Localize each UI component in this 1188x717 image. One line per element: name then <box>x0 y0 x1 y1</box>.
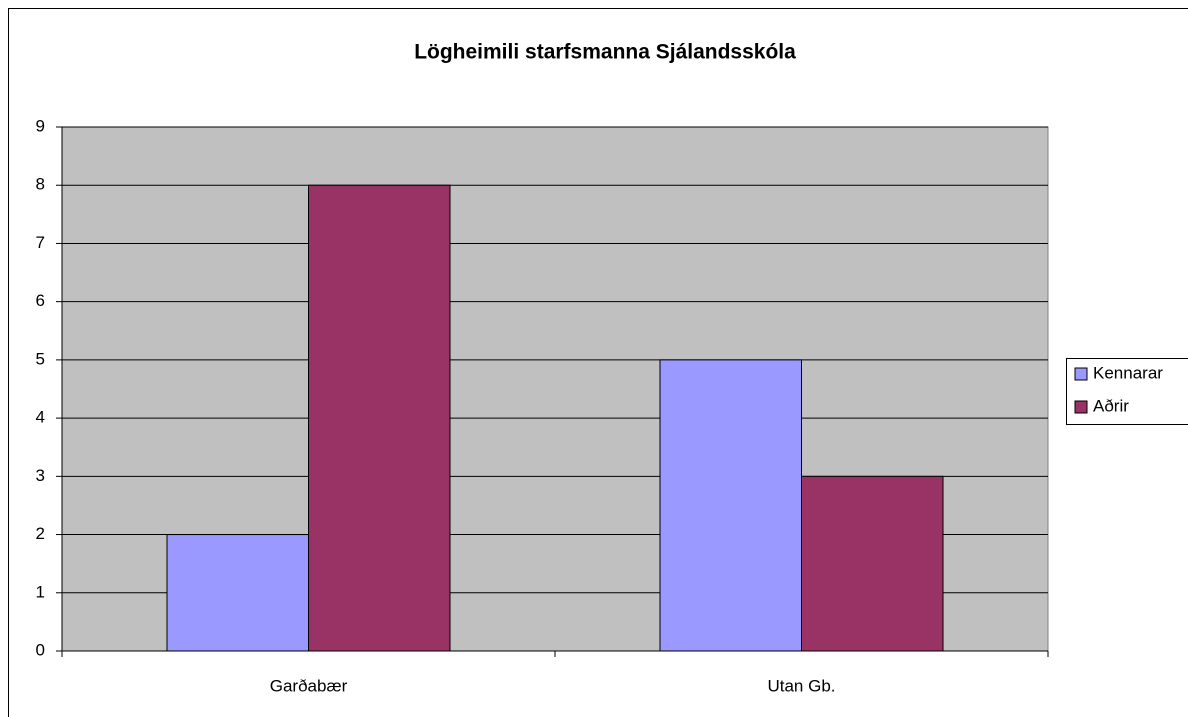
y-tick-label: 5 <box>36 349 45 368</box>
y-tick-label: 3 <box>36 466 45 485</box>
y-tick-label: 1 <box>36 582 45 601</box>
y-tick-label: 9 <box>36 116 45 135</box>
y-tick-label: 7 <box>36 233 45 252</box>
bar <box>308 184 451 652</box>
chart-title: Lögheimili starfsmanna Sjálandsskóla <box>414 41 796 64</box>
x-tick-label: Utan Gb. <box>767 676 835 695</box>
y-tick-label: 6 <box>36 291 45 310</box>
bar <box>166 534 309 652</box>
y-tick-label: 0 <box>36 640 45 659</box>
bar <box>801 475 944 652</box>
bar <box>659 359 802 652</box>
legend-label: Kennarar <box>1093 363 1163 382</box>
y-tick-label: 8 <box>36 175 45 194</box>
legend-swatch <box>1074 400 1088 414</box>
legend-swatch <box>1074 367 1088 381</box>
y-tick-label: 2 <box>36 524 45 543</box>
x-tick-label: Garðabær <box>270 676 348 695</box>
y-tick-label: 4 <box>36 408 45 427</box>
legend-label: Aðrir <box>1093 396 1129 415</box>
